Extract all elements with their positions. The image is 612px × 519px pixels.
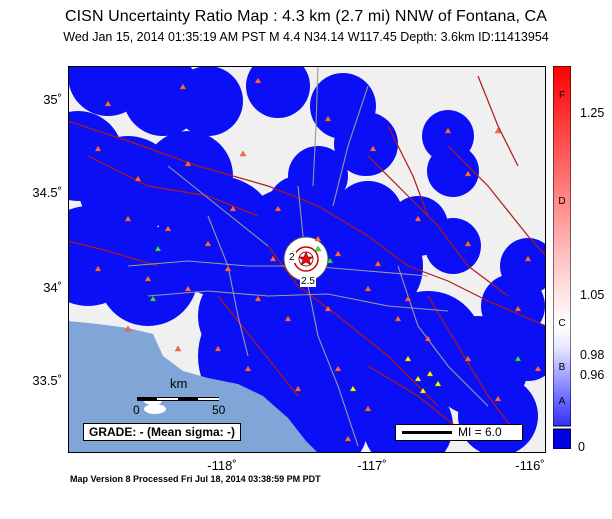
grade-letter-d: D: [558, 196, 566, 207]
lat-tick: 33.5˚: [32, 373, 62, 388]
grade-letter-a: A: [558, 396, 566, 407]
map-title: CISN Uncertainty Ratio Map : 4.3 km (2.7…: [64, 8, 547, 25]
colorbar-value: 0.98: [580, 348, 605, 362]
mi-legend-text: MI = 6.0: [458, 425, 502, 439]
scale-bar: [137, 397, 219, 401]
uncertainty-map: [68, 66, 546, 453]
colorbar-value: 1.05: [580, 288, 605, 302]
coverage-area: [68, 66, 546, 453]
scale-unit: km: [170, 376, 188, 391]
lon-tick: -118˚: [207, 458, 237, 473]
lat-tick: 34.5˚: [32, 185, 62, 200]
lat-tick: 34˚: [43, 280, 62, 295]
lat-tick: 35˚: [43, 92, 62, 107]
ratio-colorbar: [553, 66, 571, 449]
lon-tick: -117˚: [357, 458, 387, 473]
event-subtitle: Wed Jan 15, 2014 01:35:19 AM PST M 4.4 N…: [63, 30, 549, 44]
epicenter-star: [298, 251, 314, 266]
grade-letter-c: C: [558, 318, 566, 329]
contour-label-2-5: 2.5: [300, 276, 316, 287]
scale-start: 0: [133, 403, 140, 417]
lon-tick: -116˚: [515, 458, 545, 473]
map-version-footer: Map Version 8 Processed Fri Jul 18, 2014…: [70, 474, 321, 484]
highways: [127, 66, 489, 447]
contour-label-2: 2: [288, 252, 296, 263]
grade-box: GRADE: - (Mean sigma: -): [83, 423, 242, 441]
grade-letter-f: F: [558, 90, 566, 101]
mi-legend: MI = 6.0: [395, 424, 523, 441]
mi-legend-bar: [402, 431, 452, 434]
grade-letter-b: B: [558, 362, 566, 373]
seismic-stations: [94, 77, 542, 442]
colorbar-value: 0: [578, 440, 585, 454]
ocean: [68, 321, 318, 453]
colorbar-value: 0.96: [580, 368, 605, 382]
scale-end: 50: [212, 403, 226, 417]
colorbar-value: 1.25: [580, 106, 605, 120]
